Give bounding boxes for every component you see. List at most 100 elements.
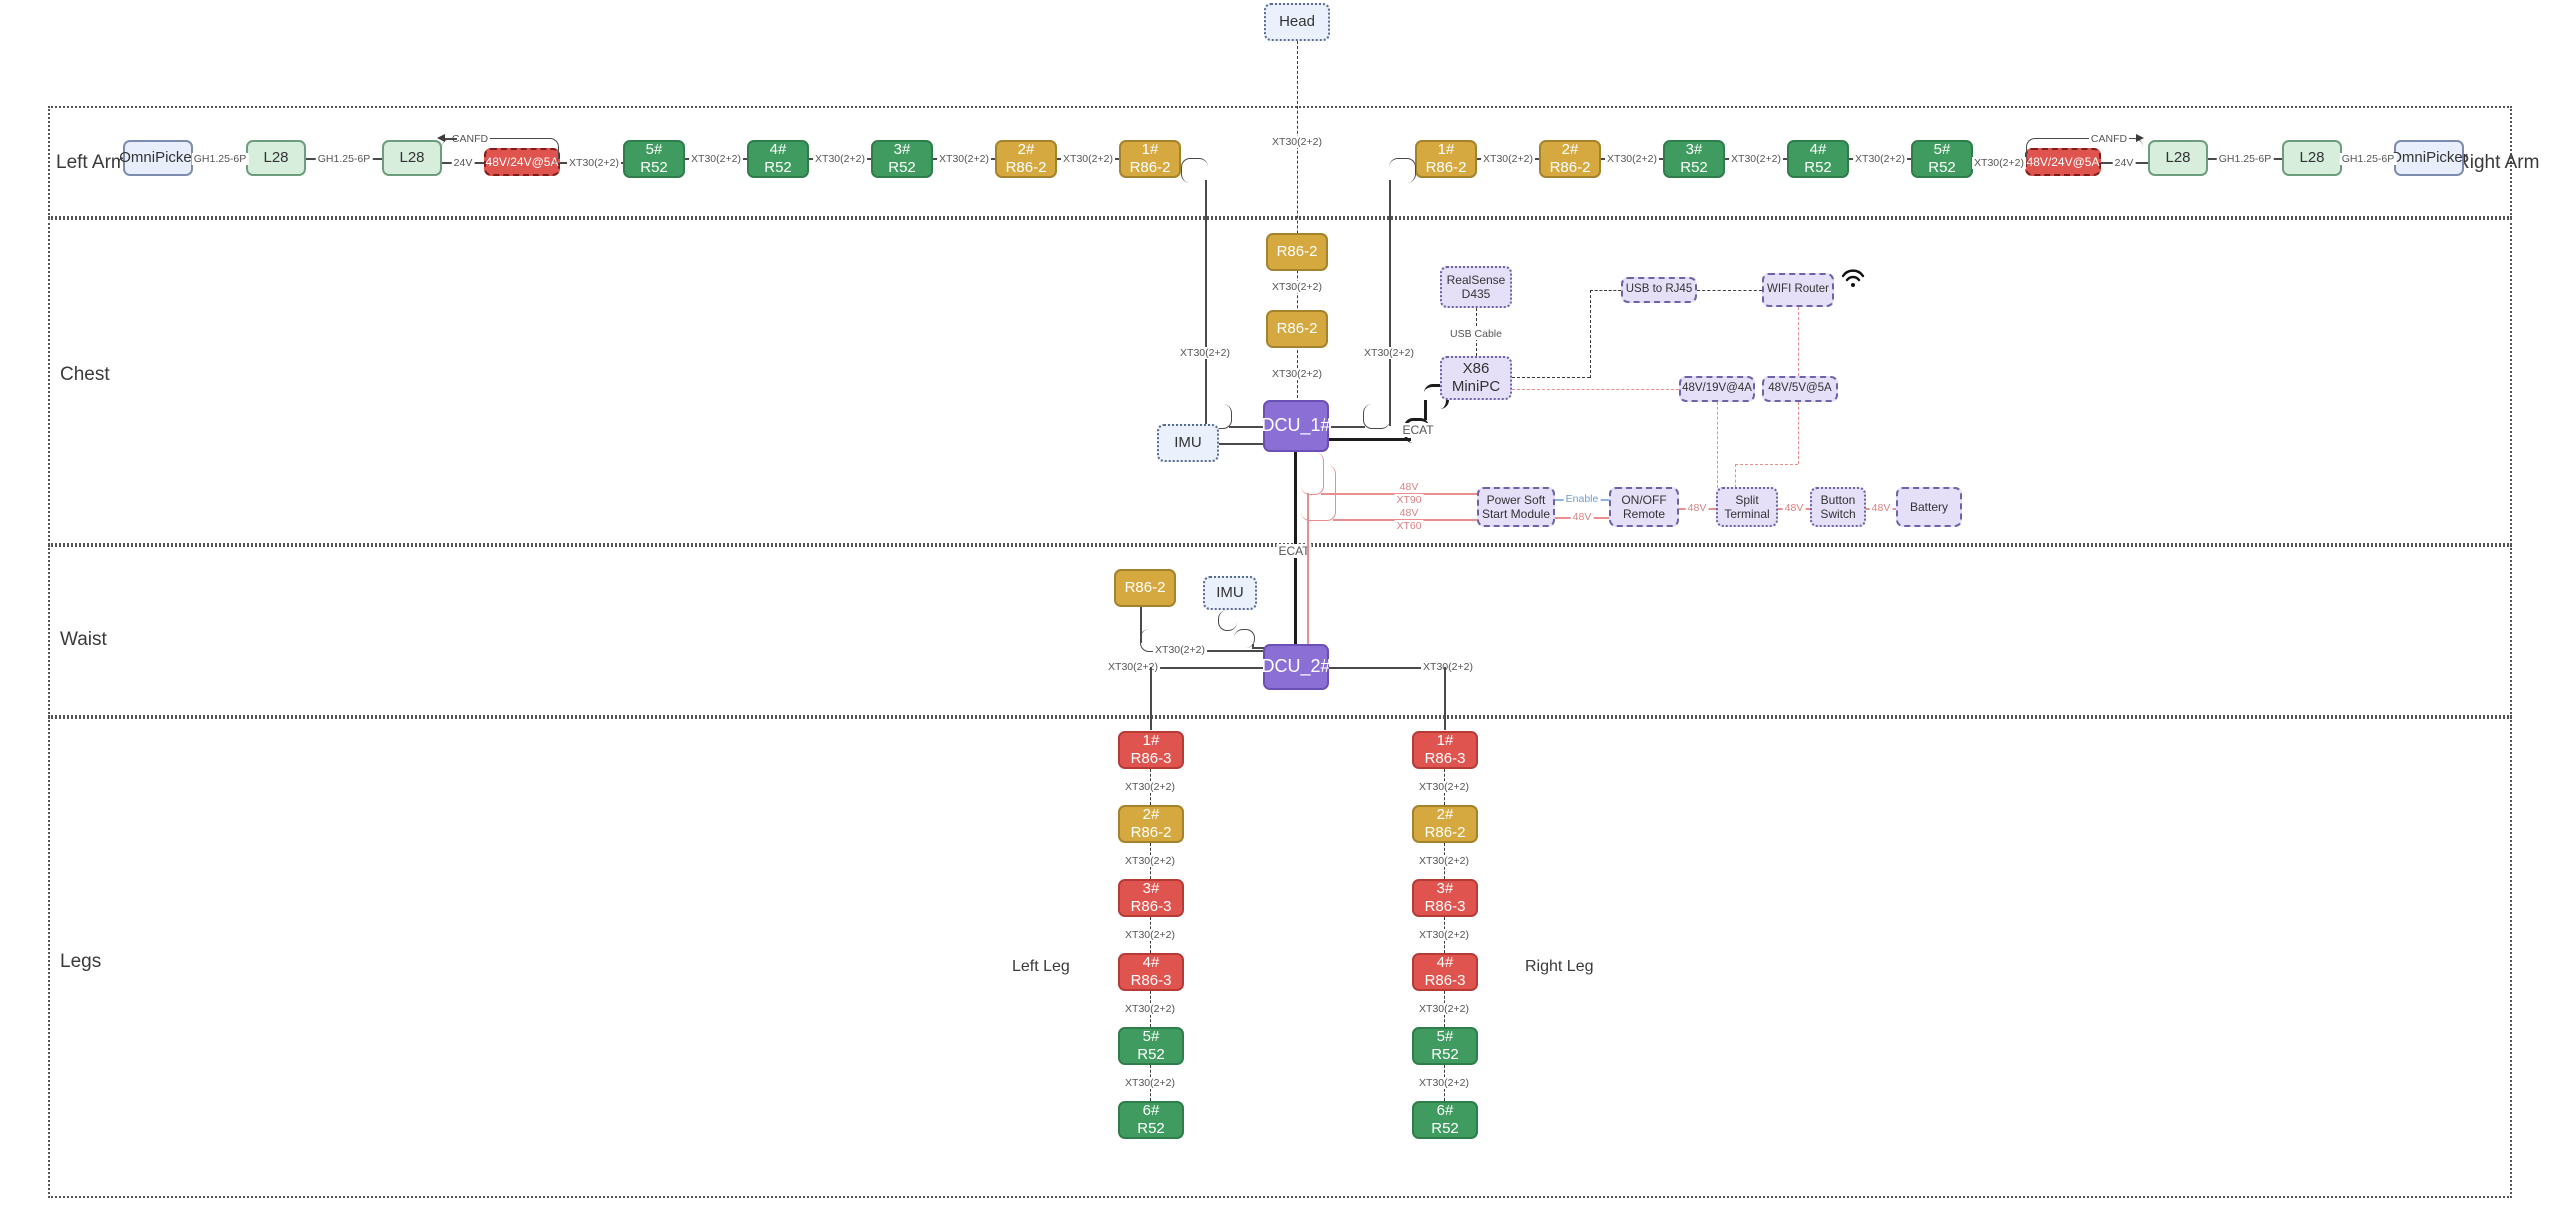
node-x86-minipc[interactable]: X86 MiniPC — [1440, 356, 1512, 400]
node-left-2-r86-2[interactable]: 2# R86-2 — [995, 140, 1057, 178]
left-arm-link-label-5: XT30(2+2) — [813, 153, 867, 165]
node-usb-to-rj45[interactable]: USB to RJ45 — [1621, 277, 1697, 303]
node-split-terminal[interactable]: Split Terminal — [1716, 487, 1778, 527]
left-canfd-arrow-icon — [437, 134, 445, 142]
section-label-chest: Chest — [60, 364, 110, 385]
right-leg-link-label-0: XT30(2+2) — [1417, 781, 1471, 793]
node-right-leg-6-r52[interactable]: 6# R52 — [1412, 1101, 1478, 1139]
minipc-usbrj45-seg2 — [1590, 290, 1591, 378]
node-label-line1: Battery — [1909, 499, 1948, 514]
node-right-leg-3-r86-3[interactable]: 3# R86-3 — [1412, 879, 1478, 917]
left-arm-to-dcu-line — [1205, 180, 1207, 426]
node-right-leg-5-r52[interactable]: 5# R52 — [1412, 1027, 1478, 1065]
node-label: IMU — [1216, 584, 1244, 602]
node-right-omnipicker[interactable]: OmniPicker — [2390, 140, 2468, 176]
node-right-4-r52[interactable]: 4# R52 — [1787, 140, 1849, 178]
node-label-line1: L28 — [2165, 149, 2191, 167]
left-canfd-label: CANFD — [449, 133, 491, 145]
right-arm-title: Right Arm — [2456, 152, 2540, 173]
section-label-legs: Legs — [60, 951, 102, 972]
node-label-line1: 1# — [1437, 141, 1455, 159]
right-arm-link-label-0: XT30(2+2) — [1481, 153, 1535, 165]
right-arm-to-dcu-elbow — [1389, 158, 1416, 183]
node-left-leg-6-r52[interactable]: 6# R52 — [1118, 1101, 1184, 1139]
node-right-leg-2-r86-2[interactable]: 2# R86-2 — [1412, 805, 1478, 843]
node-left-leg-5-r52[interactable]: 5# R52 — [1118, 1027, 1184, 1065]
node-right-5-r52[interactable]: 5# R52 — [1911, 140, 1973, 178]
node-dcu-1[interactable]: DCU_1# — [1261, 400, 1331, 452]
usb-cable-label: USB Cable — [1448, 328, 1504, 340]
node-left-omnipicker[interactable]: OmniPicker — [119, 140, 197, 176]
node-left-3-r52[interactable]: 3# R52 — [871, 140, 933, 178]
node-realsense-d435[interactable]: RealSense D435 — [1440, 266, 1512, 308]
rail-label-xt60: XT60 — [1394, 520, 1424, 532]
node-left-l28-2[interactable]: L28 — [382, 140, 442, 176]
node-label-line1: L28 — [263, 149, 289, 167]
node-psu-48v-19v[interactable]: 48V/19V@4A — [1679, 376, 1755, 402]
left-arm-to-dcu-elbow — [1181, 158, 1208, 183]
node-wifi-router[interactable]: WIFI Router — [1762, 273, 1834, 307]
minipc-psu19-line — [1512, 389, 1679, 390]
node-waist-r86-2[interactable]: R86-2 — [1114, 569, 1176, 607]
ecat-minipc-line-1 — [1329, 438, 1411, 442]
node-left-5-r52[interactable]: 5# R52 — [623, 140, 685, 178]
node-label: DCU_2# — [1261, 656, 1331, 677]
node-label-line2: R52 — [888, 159, 916, 176]
node-label-line1: R86-2 — [1124, 579, 1166, 597]
node-head[interactable]: Head — [1264, 3, 1330, 41]
node-label-line2: R86-3 — [1130, 972, 1172, 989]
right-arm-link-label-1: XT30(2+2) — [1605, 153, 1659, 165]
node-power-soft-start[interactable]: Power Soft Start Module — [1477, 487, 1555, 527]
node-label: DCU_1# — [1261, 415, 1331, 436]
waist-r86-line — [1140, 607, 1142, 643]
node-neck-r86-2-upper[interactable]: R86-2 — [1266, 233, 1328, 271]
node-left-4-r52[interactable]: 4# R52 — [747, 140, 809, 178]
node-psu-48v-5v[interactable]: 48V/5V@5A — [1762, 376, 1838, 402]
node-label-line2: Terminal — [1724, 507, 1770, 521]
node-onoff-remote[interactable]: ON/OFF Remote — [1609, 487, 1679, 527]
node-battery[interactable]: Battery — [1896, 487, 1962, 527]
ecat-minipc-line-2 — [1424, 400, 1428, 420]
node-label-line1: ON/OFF — [1621, 492, 1667, 507]
node-left-psu-48v24v[interactable]: 48V/24V@5A — [484, 148, 560, 176]
node-right-3-r52[interactable]: 3# R52 — [1663, 140, 1725, 178]
node-label-line2: R86-2 — [1425, 159, 1467, 176]
right-arm-link-label-2: XT30(2+2) — [1729, 153, 1783, 165]
node-neck-r86-2-lower[interactable]: R86-2 — [1266, 310, 1328, 348]
node-label-line1: 5# — [1933, 141, 1951, 159]
node-label-line2: R52 — [1928, 159, 1956, 176]
node-label-line1: 3# — [1142, 880, 1160, 898]
node-left-l28-1[interactable]: L28 — [246, 140, 306, 176]
node-label-line1: 6# — [1436, 1102, 1454, 1120]
enable-label: Enable — [1563, 493, 1601, 505]
node-button-switch[interactable]: Button Switch — [1810, 487, 1866, 527]
node-label-line2: R86-3 — [1424, 898, 1466, 915]
node-left-leg-4-r86-3[interactable]: 4# R86-3 — [1118, 953, 1184, 991]
right-arm-link-label-3: XT30(2+2) — [1853, 153, 1907, 165]
node-right-leg-1-r86-3[interactable]: 1# R86-3 — [1412, 731, 1478, 769]
left-arm-link-label-4: XT30(2+2) — [689, 153, 743, 165]
node-chest-imu[interactable]: IMU — [1157, 424, 1219, 462]
right-leg-title: Right Leg — [1525, 958, 1594, 975]
right-canfd-arrow-icon — [2136, 134, 2144, 142]
left-canfd-elbow — [442, 138, 559, 165]
node-right-1-r86-2[interactable]: 1# R86-2 — [1415, 140, 1477, 178]
node-right-psu-48v24v[interactable]: 48V/24V@5A — [2025, 148, 2101, 176]
waist-imu-line-v — [1252, 644, 1254, 648]
left-arm-link-label-7: XT30(2+2) — [1061, 153, 1115, 165]
node-label-line2: R86-2 — [1005, 159, 1047, 176]
node-waist-imu[interactable]: IMU — [1203, 576, 1257, 610]
node-left-leg-2-r86-2[interactable]: 2# R86-2 — [1118, 805, 1184, 843]
right-arm-to-dcu-label: XT30(2+2) — [1362, 347, 1416, 359]
node-left-1-r86-2[interactable]: 1# R86-2 — [1119, 140, 1181, 178]
node-left-leg-3-r86-3[interactable]: 3# R86-3 — [1118, 879, 1184, 917]
node-dcu-2[interactable]: DCU_2# — [1261, 644, 1331, 690]
waist-r86-link-label: XT30(2+2) — [1153, 644, 1207, 656]
node-right-l28-1[interactable]: L28 — [2148, 140, 2208, 176]
node-right-leg-4-r86-3[interactable]: 4# R86-3 — [1412, 953, 1478, 991]
node-right-l28-2[interactable]: L28 — [2282, 140, 2342, 176]
node-left-leg-1-r86-3[interactable]: 1# R86-3 — [1118, 731, 1184, 769]
node-label-line1: OmniPicker — [119, 149, 197, 167]
node-right-2-r86-2[interactable]: 2# R86-2 — [1539, 140, 1601, 178]
